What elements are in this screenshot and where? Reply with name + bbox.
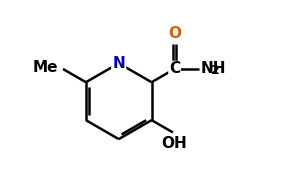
Text: O: O	[168, 26, 181, 41]
Text: OH: OH	[161, 136, 187, 151]
Text: Me: Me	[33, 60, 58, 75]
Text: NH: NH	[200, 62, 226, 76]
Text: C: C	[169, 62, 180, 76]
Text: N: N	[112, 56, 125, 71]
Text: 2: 2	[211, 64, 220, 77]
